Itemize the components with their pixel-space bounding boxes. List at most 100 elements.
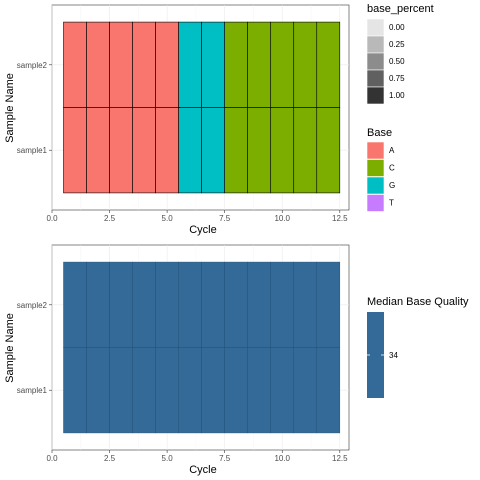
x-tick-label: 7.5 bbox=[219, 214, 231, 223]
legend-alpha-label: 0.00 bbox=[389, 23, 405, 32]
x-tick-label: 0.0 bbox=[46, 214, 58, 223]
legend-fill-key bbox=[366, 159, 385, 177]
y-tick-label: sample2 bbox=[17, 61, 48, 70]
x-tick-label: 2.5 bbox=[104, 214, 116, 223]
x-tick-label: 10.0 bbox=[274, 214, 290, 223]
legend-fill-label: C bbox=[389, 164, 395, 173]
legend-fill-label: A bbox=[389, 146, 395, 155]
heatmap-tile bbox=[178, 261, 202, 348]
top-tiles bbox=[63, 21, 341, 194]
heatmap-tile bbox=[224, 261, 248, 348]
legend-alpha-label: 0.25 bbox=[389, 40, 405, 49]
legend-alpha-key bbox=[366, 69, 385, 88]
x-tick-label: 7.5 bbox=[219, 454, 231, 463]
bottom-y-ticks: sample1 sample2 bbox=[17, 301, 52, 395]
heatmap-tile bbox=[224, 347, 248, 434]
colorbar-tick-label: 34 bbox=[389, 351, 398, 360]
heatmap-tile bbox=[86, 21, 110, 108]
heatmap-tile bbox=[293, 261, 318, 348]
legend-quality-colorbar: 34 bbox=[367, 312, 398, 398]
heatmap-tile bbox=[178, 347, 202, 434]
bottom-x-ticks: 0.0 2.5 5.0 7.5 10.0 12.5 bbox=[46, 450, 348, 463]
heatmap-tile bbox=[86, 347, 110, 434]
heatmap-tile bbox=[201, 261, 225, 348]
heatmap-tile bbox=[63, 21, 87, 108]
legend-alpha-label: 1.00 bbox=[389, 91, 405, 100]
heatmap-tile bbox=[132, 347, 156, 434]
legend-fill-key bbox=[366, 141, 385, 160]
heatmap-tile bbox=[109, 21, 133, 108]
legend-fill-label: G bbox=[389, 181, 395, 190]
colorbar bbox=[367, 312, 384, 398]
heatmap-tile bbox=[201, 107, 225, 194]
bottom-tiles bbox=[63, 261, 341, 434]
legend-alpha-label: 0.75 bbox=[389, 74, 405, 83]
heatmap-tile bbox=[155, 261, 179, 348]
heatmap-tile bbox=[63, 107, 87, 194]
heatmap-tile bbox=[63, 347, 87, 434]
top-panel: 0.0 2.5 5.0 7.5 10.0 12.5 sample1 sample2 Cycl… bbox=[4, 4, 350, 236]
heatmap-tile bbox=[155, 107, 179, 194]
heatmap-tile bbox=[109, 347, 133, 434]
heatmap-tile bbox=[86, 107, 110, 194]
x-tick-label: 10.0 bbox=[274, 454, 290, 463]
y-tick-label: sample1 bbox=[17, 386, 48, 395]
heatmap-tile bbox=[316, 107, 341, 194]
heatmap-tile bbox=[178, 107, 202, 194]
legend-fill-title: Base bbox=[367, 127, 392, 139]
legend-alpha-title: base_percent bbox=[367, 3, 434, 15]
bottom-legend: Median Base Quality 34 bbox=[367, 296, 469, 398]
x-tick-label: 5.0 bbox=[162, 454, 174, 463]
y-tick-label: sample2 bbox=[17, 301, 48, 310]
x-tick-label: 12.5 bbox=[332, 454, 348, 463]
heatmap-tile bbox=[155, 21, 179, 108]
heatmap-tile bbox=[201, 21, 225, 108]
heatmap-tile bbox=[316, 261, 341, 348]
heatmap-tile bbox=[224, 107, 248, 194]
legend-alpha-label: 0.50 bbox=[389, 57, 405, 66]
legend-quality-title: Median Base Quality bbox=[367, 296, 469, 308]
heatmap-tile bbox=[132, 107, 156, 194]
legend-alpha-key bbox=[366, 52, 385, 71]
heatmap-tile bbox=[247, 107, 272, 194]
heatmap-tile bbox=[270, 21, 295, 108]
y-tick-label: sample1 bbox=[17, 146, 48, 155]
x-tick-label: 5.0 bbox=[162, 214, 174, 223]
top-y-axis-title: Sample Name bbox=[4, 73, 16, 143]
legend-alpha-keys: 0.00 0.25 0.50 0.75 1.00 bbox=[366, 18, 405, 105]
top-x-ticks: 0.0 2.5 5.0 7.5 10.0 12.5 bbox=[46, 210, 348, 223]
heatmap-tile bbox=[270, 107, 295, 194]
legend-fill-key bbox=[366, 176, 385, 195]
x-tick-label: 0.0 bbox=[46, 454, 58, 463]
heatmap-tile bbox=[247, 347, 271, 434]
top-x-axis-title: Cycle bbox=[189, 224, 217, 236]
legend-alpha-key bbox=[366, 35, 385, 54]
heatmap-tile bbox=[247, 261, 271, 348]
legend-fill-label: T bbox=[389, 199, 394, 208]
heatmap-tile bbox=[132, 21, 156, 108]
bottom-y-axis-title: Sample Name bbox=[4, 313, 16, 383]
heatmap-tile bbox=[132, 261, 156, 348]
heatmap-tile bbox=[155, 347, 179, 434]
heatmap-tile bbox=[293, 347, 318, 434]
heatmap-tile bbox=[316, 21, 341, 108]
heatmap-tile bbox=[293, 107, 318, 194]
heatmap-tile bbox=[316, 347, 341, 434]
heatmap-tile bbox=[178, 21, 202, 108]
heatmap-tile bbox=[201, 347, 225, 434]
heatmap-tile bbox=[293, 21, 318, 108]
heatmap-tile bbox=[63, 261, 87, 348]
bottom-panel: 0.0 2.5 5.0 7.5 10.0 12.5 sample1 sample2 Cycl… bbox=[4, 244, 350, 476]
heatmap-tile bbox=[270, 261, 294, 348]
bottom-x-axis-title: Cycle bbox=[189, 464, 217, 476]
heatmap-tile bbox=[247, 21, 272, 108]
heatmap-tile bbox=[270, 347, 294, 434]
top-y-ticks: sample1 sample2 bbox=[17, 61, 52, 155]
heatmap-tile bbox=[109, 261, 133, 348]
heatmap-tile bbox=[109, 107, 133, 194]
legend-alpha-key bbox=[366, 86, 385, 105]
x-tick-label: 2.5 bbox=[104, 454, 116, 463]
